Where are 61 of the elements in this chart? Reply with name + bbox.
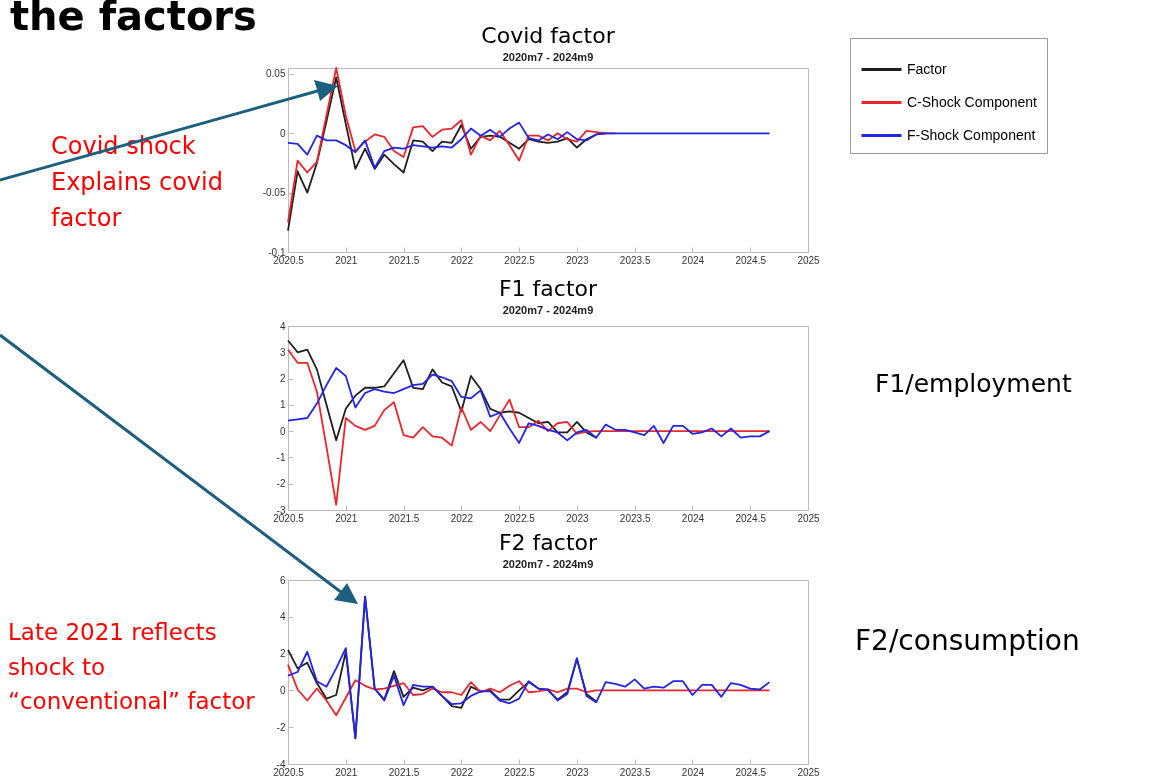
x-tick-label: 2023.5 [619, 512, 651, 524]
x-tick-label: 2025 [797, 766, 821, 777]
y-tick-label: 0.05 [266, 68, 286, 80]
chart-title: F2 factor [498, 530, 598, 555]
x-tick-label: 2024.5 [735, 254, 767, 266]
x-tick-label: 2021 [335, 766, 358, 777]
y-tick-label: 0 [279, 684, 286, 696]
line-series [287, 663, 771, 717]
line-series [287, 348, 771, 506]
chart-subtitle: 2020m7 - 2024m9 [502, 558, 594, 570]
y-tick-label: 4 [279, 611, 286, 623]
x-tick-label: 2024.5 [735, 512, 767, 524]
x-tick-label: 2022 [450, 254, 474, 266]
y-tick-label: -2 [276, 721, 286, 733]
text: Late 2021 reflects shock to “conventional” factor [8, 618, 256, 716]
chart-title: Covid factor [481, 22, 616, 48]
text: Covid shock Explains covid factor [51, 131, 224, 234]
legend-label: F-Shock Component [907, 126, 1036, 143]
y-tick-label: 1 [279, 399, 286, 411]
y-tick-label: -2 [276, 478, 286, 490]
y-tick-label: 6 [279, 574, 286, 586]
x-tick-label: 2024 [681, 766, 705, 777]
y-tick-label: 2 [279, 373, 286, 385]
line-series [287, 367, 771, 444]
x-tick-label: 2023 [566, 766, 589, 777]
y-tick-label: 0 [279, 127, 286, 139]
x-tick-label: 2022 [450, 512, 474, 524]
legend-label: C-Shock Component [907, 93, 1038, 110]
text: the factors [10, 0, 257, 39]
chart-subtitle: 2020m7 - 2024m9 [502, 50, 594, 63]
x-tick-label: 2022.5 [504, 254, 536, 266]
y-tick-label: 3 [279, 346, 286, 358]
x-tick-label: 2021.5 [388, 254, 420, 266]
x-tick-label: 2021.5 [388, 512, 420, 524]
y-tick-label: -1 [276, 451, 286, 463]
x-tick-label: 2024.5 [735, 766, 767, 777]
x-tick-label: 2024 [681, 254, 705, 266]
legend-label: Factor [907, 60, 948, 77]
x-tick-label: 2023 [566, 512, 589, 524]
line-series [287, 121, 771, 169]
x-tick-label: 2023 [566, 254, 589, 266]
chart-title: F1 factor [498, 276, 598, 301]
text: F2/consumption [855, 623, 1081, 659]
x-tick-label: 2022.5 [504, 766, 536, 777]
x-tick-label: 2024 [681, 512, 705, 524]
x-tick-label: 2023.5 [619, 254, 651, 266]
chart-subtitle: 2020m7 - 2024m9 [502, 304, 594, 316]
y-tick-label: 4 [279, 320, 286, 332]
x-tick-label: 2025 [797, 512, 821, 524]
y-tick-label: 0 [279, 425, 286, 437]
text: F1/employment [875, 368, 1073, 400]
x-tick-label: 2021.5 [388, 766, 420, 777]
y-tick-label: -0.05 [262, 187, 286, 199]
x-tick-label: 2025 [797, 254, 821, 266]
x-tick-label: 2023.5 [619, 766, 651, 777]
x-tick-label: 2021 [335, 254, 358, 266]
x-tick-label: 2022 [450, 766, 474, 777]
x-tick-label: 2022.5 [504, 512, 536, 524]
x-tick-label: 2021 [335, 512, 358, 524]
y-tick-label: 2 [279, 648, 286, 660]
line-series [287, 595, 771, 740]
